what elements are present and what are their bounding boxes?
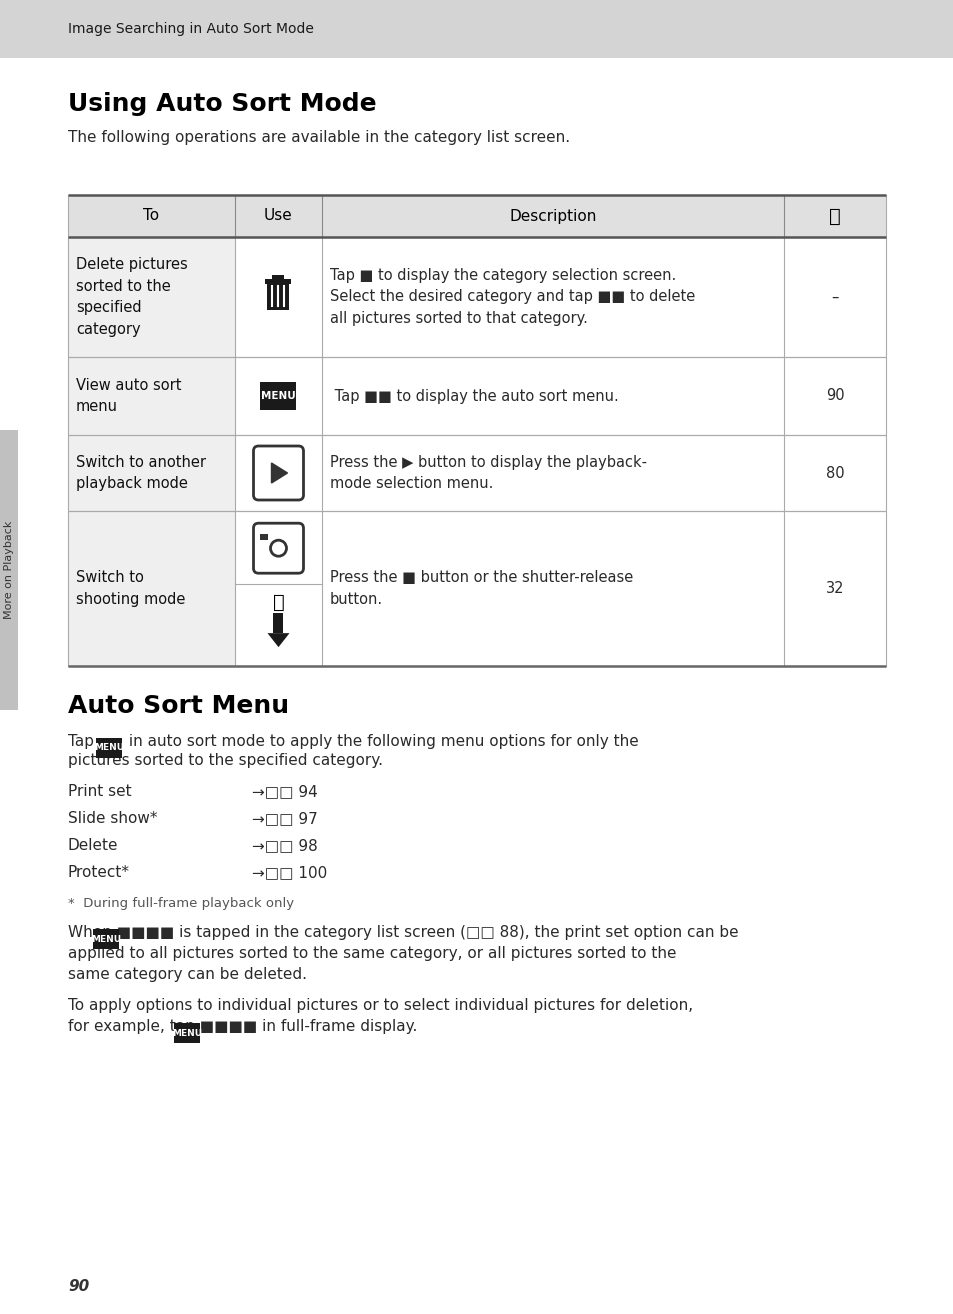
Bar xyxy=(273,275,284,279)
Bar xyxy=(265,279,292,284)
Text: Delete: Delete xyxy=(68,838,118,853)
Text: applied to all pictures sorted to the same category, or all pictures sorted to t: applied to all pictures sorted to the sa… xyxy=(68,946,676,961)
Bar xyxy=(260,382,296,410)
Text: The following operations are available in the category list screen.: The following operations are available i… xyxy=(68,130,570,145)
Text: Tap: Tap xyxy=(68,735,94,749)
Bar xyxy=(260,535,268,540)
Bar xyxy=(68,435,234,511)
Text: →□□ 94: →□□ 94 xyxy=(252,784,317,799)
Text: Using Auto Sort Mode: Using Auto Sort Mode xyxy=(68,92,376,116)
Text: Description: Description xyxy=(509,209,596,223)
Bar xyxy=(267,284,289,310)
Text: Tap ■■ to display the auto sort menu.: Tap ■■ to display the auto sort menu. xyxy=(330,389,618,403)
Bar xyxy=(68,194,885,237)
Text: 📷: 📷 xyxy=(273,593,284,611)
Text: Press the ▶ button to display the playback-
mode selection menu.: Press the ▶ button to display the playba… xyxy=(330,455,646,491)
Text: 📖: 📖 xyxy=(828,206,840,226)
Bar xyxy=(68,357,234,435)
Circle shape xyxy=(271,540,286,556)
Text: –: – xyxy=(830,289,838,305)
Text: 90: 90 xyxy=(825,389,843,403)
Bar xyxy=(92,929,119,949)
Bar xyxy=(274,614,283,633)
Text: Use: Use xyxy=(264,209,293,223)
Text: To: To xyxy=(143,209,159,223)
Bar xyxy=(173,1024,200,1043)
Text: Slide show*: Slide show* xyxy=(68,811,157,827)
Text: View auto sort
menu: View auto sort menu xyxy=(76,377,181,414)
Text: 80: 80 xyxy=(825,465,843,481)
Text: MENU: MENU xyxy=(261,392,295,401)
Text: More on Playback: More on Playback xyxy=(4,520,14,619)
Text: in auto sort mode to apply the following menu options for only the: in auto sort mode to apply the following… xyxy=(124,735,639,749)
Text: MENU: MENU xyxy=(93,744,124,753)
Polygon shape xyxy=(267,633,289,648)
Text: Print set: Print set xyxy=(68,784,132,799)
Text: When ■■■■ is tapped in the category list screen (□□ 88), the print set option ca: When ■■■■ is tapped in the category list… xyxy=(68,925,738,940)
FancyBboxPatch shape xyxy=(253,523,303,573)
Text: for example, tap ■■■■ in full-frame display.: for example, tap ■■■■ in full-frame disp… xyxy=(68,1018,417,1034)
FancyBboxPatch shape xyxy=(253,445,303,501)
Text: →□□ 100: →□□ 100 xyxy=(252,865,327,880)
Text: same category can be deleted.: same category can be deleted. xyxy=(68,967,307,982)
Text: MENU: MENU xyxy=(172,1029,202,1038)
Text: pictures sorted to the specified category.: pictures sorted to the specified categor… xyxy=(68,753,382,767)
Text: 90: 90 xyxy=(68,1279,90,1294)
Text: Delete pictures
sorted to the
specified
category: Delete pictures sorted to the specified … xyxy=(76,258,188,336)
Text: Auto Sort Menu: Auto Sort Menu xyxy=(68,694,289,717)
Text: →□□ 97: →□□ 97 xyxy=(252,811,317,827)
Text: To apply options to individual pictures or to select individual pictures for del: To apply options to individual pictures … xyxy=(68,999,693,1013)
Text: *  During full-frame playback only: * During full-frame playback only xyxy=(68,897,294,911)
Text: MENU: MENU xyxy=(91,934,121,943)
Text: Press the ■ button or the shutter-release
button.: Press the ■ button or the shutter-releas… xyxy=(330,570,633,607)
Text: Switch to another
playback mode: Switch to another playback mode xyxy=(76,455,206,491)
Bar xyxy=(68,237,234,357)
Text: Protect*: Protect* xyxy=(68,865,130,880)
Bar xyxy=(68,511,234,666)
Bar xyxy=(0,0,953,58)
Text: Tap ■ to display the category selection screen.
Select the desired category and : Tap ■ to display the category selection … xyxy=(330,268,695,326)
Text: 32: 32 xyxy=(825,581,843,597)
Bar xyxy=(0,430,18,710)
Bar xyxy=(96,738,122,758)
Text: →□□ 98: →□□ 98 xyxy=(252,838,317,853)
Text: Image Searching in Auto Sort Mode: Image Searching in Auto Sort Mode xyxy=(68,22,314,35)
Text: Switch to
shooting mode: Switch to shooting mode xyxy=(76,570,185,607)
Polygon shape xyxy=(272,463,287,484)
